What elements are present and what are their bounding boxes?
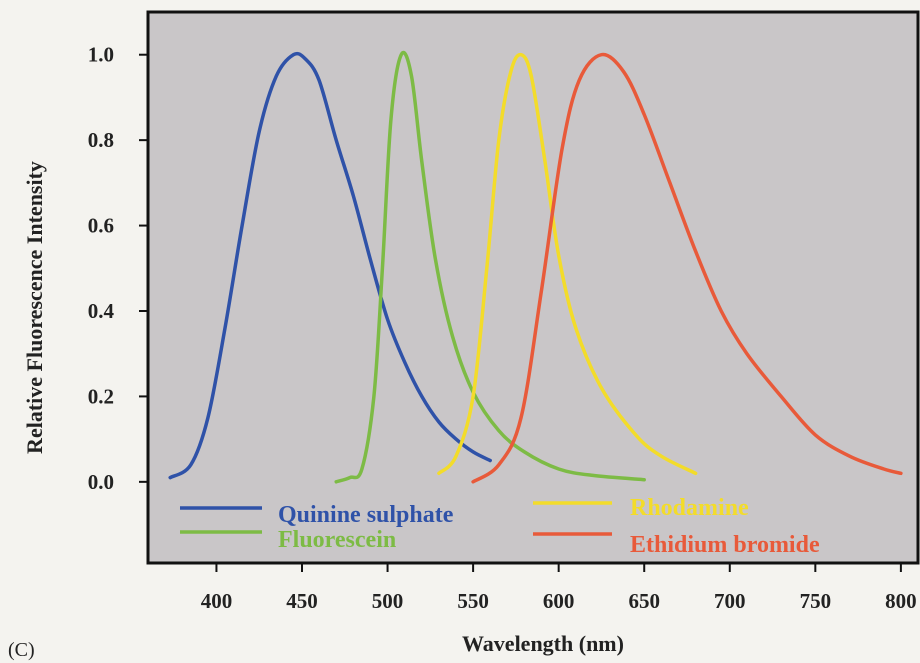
y-axis-label: Relative Fluorescence Intensity	[22, 161, 47, 454]
x-tick-label: 450	[286, 589, 318, 613]
x-tick-label: 500	[372, 589, 404, 613]
x-tick-label: 600	[543, 589, 575, 613]
series-line-rhodamine	[437, 52, 698, 476]
plot-area	[148, 12, 918, 563]
legend-label-quinine-sulphate: Quinine sulphate	[278, 502, 454, 528]
y-tick-label: 0.6	[88, 214, 114, 238]
axes: 400 450 500 550 600 650 700 750 800 0.0 0.2 0.4 0.6 0…	[88, 43, 917, 613]
legend-label-ethidium-bromide: Ethidium bromide	[630, 532, 820, 558]
x-tick-label: 400	[201, 589, 233, 613]
curves-group	[168, 50, 903, 484]
x-tick-label: 700	[714, 589, 746, 613]
y-tick-label: 0.2	[88, 384, 114, 408]
y-tick-label: 0.0	[88, 470, 114, 494]
x-tick-label: 800	[885, 589, 917, 613]
series-line-fluorescein	[334, 50, 646, 484]
y-tick-label: 0.8	[88, 128, 114, 152]
x-tick-label: 650	[628, 589, 660, 613]
series-line-quinine-sulphate	[168, 51, 492, 480]
plot-frame	[146, 10, 920, 565]
panel-label: (C)	[8, 639, 35, 661]
legend-label-fluorescein: Fluorescein	[278, 527, 396, 553]
x-axis-label: Wavelength (nm)	[462, 631, 624, 656]
x-tick-label: 750	[800, 589, 832, 613]
series-line-ethidium-bromide	[471, 52, 903, 484]
y-tick-label: 0.4	[88, 299, 115, 323]
x-tick-label: 550	[457, 589, 489, 613]
y-tick-label: 1.0	[88, 43, 114, 67]
legend-label-rhodamine: Rhodamine	[630, 495, 749, 521]
